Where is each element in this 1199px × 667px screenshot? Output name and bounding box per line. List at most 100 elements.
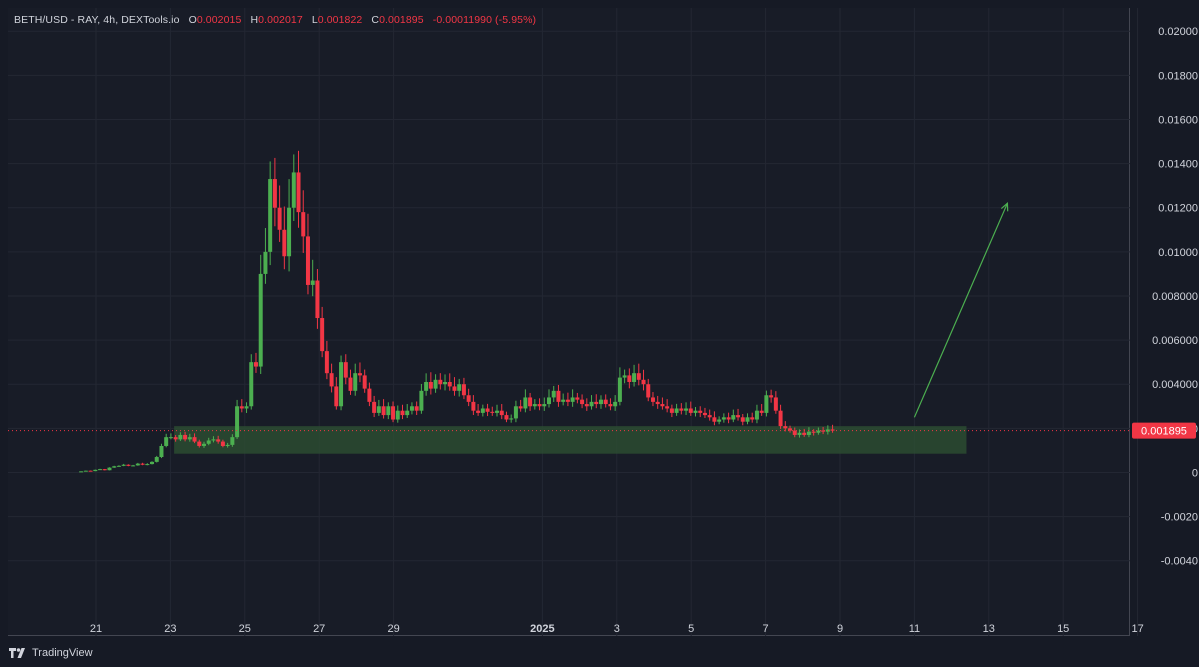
candle-body	[353, 373, 358, 391]
candle-body	[197, 441, 202, 446]
candle-body	[253, 362, 258, 367]
candle-body	[339, 362, 344, 407]
candle-body	[546, 397, 551, 405]
candle-body	[291, 172, 296, 208]
candle-body	[131, 465, 136, 467]
candle-body	[386, 406, 391, 416]
candle-body	[551, 390, 556, 398]
candle-body	[584, 404, 589, 407]
candle-body	[830, 429, 835, 431]
y-tick-label: -0.0020	[1161, 512, 1198, 524]
candle-body	[102, 469, 107, 471]
candle-body	[717, 419, 722, 422]
candle-body	[707, 415, 712, 418]
candle-body	[343, 362, 348, 378]
candle-body	[575, 397, 580, 400]
low-label: L	[311, 14, 318, 26]
candle-body	[802, 432, 807, 435]
candle-body	[405, 410, 410, 416]
candle-body	[636, 373, 641, 380]
candle-body	[622, 375, 627, 378]
candle-body	[509, 418, 514, 420]
candle-body	[258, 273, 263, 367]
candle-body	[825, 429, 830, 432]
x-tick-label: 15	[1057, 623, 1069, 635]
candle-body	[140, 463, 145, 465]
candle-body	[424, 382, 429, 391]
candle-body	[121, 464, 126, 466]
candle-body	[773, 397, 778, 411]
candle-body	[263, 251, 268, 274]
candle-body	[495, 410, 500, 413]
y-tick-label: 0.004000	[1152, 379, 1198, 391]
low-value: 0.001822	[317, 14, 363, 26]
candle-body	[674, 408, 679, 413]
symbol-title[interactable]: BETH/USD - RAY, 4h, DEXTools.io	[14, 14, 180, 26]
candle-body	[381, 406, 386, 416]
candle-body	[301, 212, 306, 237]
candle-body	[764, 395, 769, 413]
plot-area[interactable]: 0.02000 0.01800 0.01600 0.01400 0.01200 0.010…	[8, 8, 1198, 636]
candle-body	[466, 395, 471, 402]
candle-body	[329, 373, 334, 387]
candle-body	[608, 404, 613, 407]
x-tick-label: 3	[614, 623, 620, 635]
candle-body	[277, 207, 282, 230]
candle-body	[183, 434, 188, 440]
y-tick-label: -0.0040	[1161, 556, 1198, 568]
candle-body	[712, 417, 717, 422]
candle-body	[206, 440, 211, 444]
candle-body	[513, 406, 518, 419]
x-tick-label: 13	[983, 623, 995, 635]
tradingview-logo-icon[interactable]	[8, 646, 26, 660]
candle-body	[754, 410, 759, 420]
price-chart[interactable]: 0.02000 0.01800 0.01600 0.01400 0.01200 0.010…	[8, 8, 1199, 644]
candle-body	[135, 463, 140, 466]
candle-body	[641, 379, 646, 385]
candle-body	[320, 318, 325, 352]
candle-body	[556, 390, 561, 402]
y-tick-label: 0.01000	[1158, 247, 1198, 259]
candle-body	[178, 434, 183, 440]
candle-body	[721, 417, 726, 420]
change-value: -0.00011990 (-5.95%)	[432, 14, 537, 26]
x-tick-label: 11	[909, 623, 920, 635]
x-tick-label: 5	[688, 623, 694, 635]
candle-body	[778, 410, 783, 427]
candle-body	[201, 443, 206, 446]
y-tick-label: 0.008000	[1152, 291, 1198, 303]
x-tick-label: 27	[313, 623, 325, 635]
candle-body	[627, 375, 632, 383]
candle-body	[315, 280, 320, 319]
candle-body	[173, 437, 178, 440]
tradingview-brand[interactable]: TradingView	[32, 647, 93, 659]
candle-body	[211, 439, 216, 441]
candle-body	[650, 397, 655, 402]
x-tick-label: 9	[837, 623, 843, 635]
candle-body	[83, 470, 88, 472]
y-tick-label: 0.01800	[1158, 70, 1198, 82]
candle-body	[93, 469, 98, 472]
last-price-label: 0.001895	[1141, 426, 1187, 438]
candle-body	[532, 404, 537, 407]
candle-body	[783, 426, 788, 429]
last-price-tag	[1132, 422, 1196, 439]
candle-body	[731, 415, 736, 420]
candle-body	[187, 437, 192, 440]
high-label: H	[250, 14, 259, 26]
candle-body	[98, 469, 103, 471]
candle-body	[230, 437, 235, 445]
candle-body	[542, 404, 547, 407]
open-value: 0.002015	[196, 14, 242, 26]
candle-body	[490, 411, 495, 413]
candle-body	[452, 386, 457, 391]
candle-body	[409, 406, 414, 411]
candle-body	[821, 430, 826, 432]
candle-body	[769, 395, 774, 398]
candle-body	[272, 179, 277, 208]
candle-body	[154, 457, 159, 462]
candle-body	[235, 406, 240, 438]
candle-body	[617, 377, 622, 402]
candle-body	[485, 408, 490, 412]
